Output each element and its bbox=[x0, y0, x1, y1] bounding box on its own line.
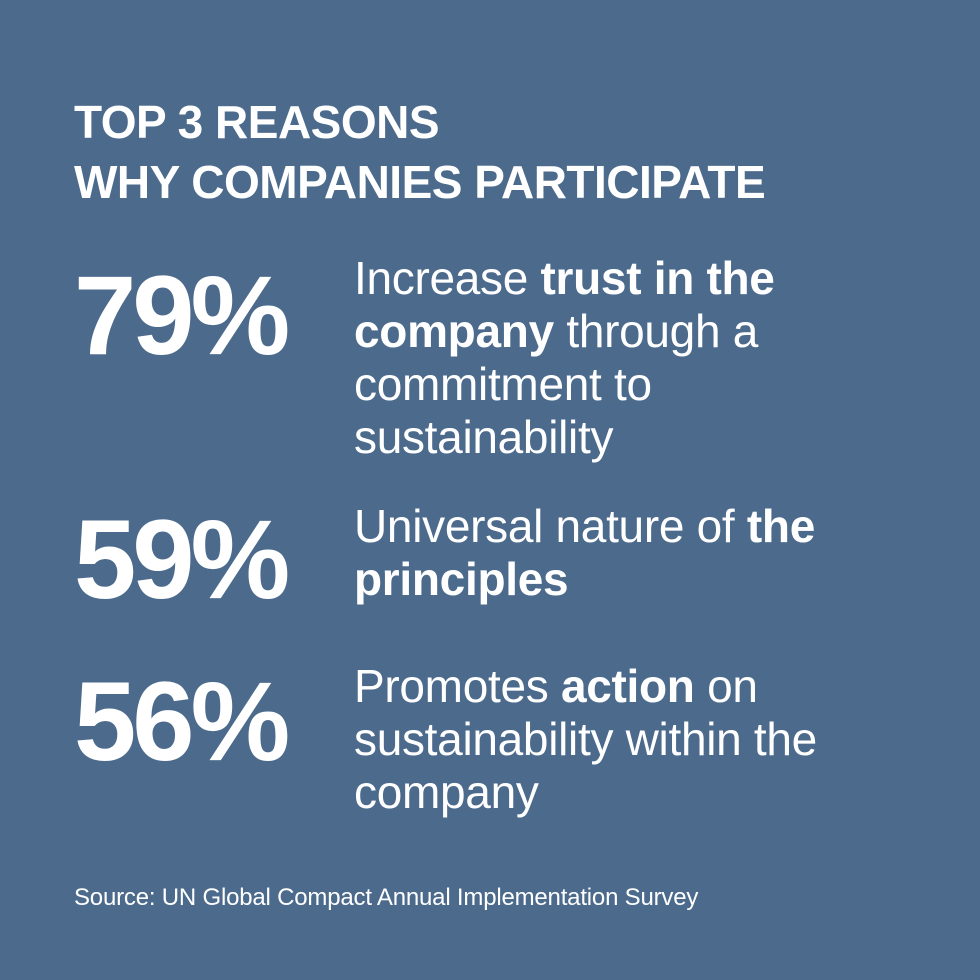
reason-text: on sustainability within the company bbox=[354, 660, 817, 818]
reason-text: through a commitment to sustainability bbox=[354, 305, 759, 463]
reason-text: Increase bbox=[354, 252, 541, 304]
reason-text-bold: action bbox=[560, 660, 695, 712]
reason-text: Promotes bbox=[354, 660, 561, 712]
reason-text-bold: the principles bbox=[354, 500, 815, 605]
title-line-2: WHY COMPANIES PARTICIPATE bbox=[74, 156, 766, 208]
reason-text-bold: trust in the company bbox=[354, 252, 775, 357]
reason-description: Promotes action on sustainability within… bbox=[354, 660, 854, 819]
page-title: TOP 3 REASONS WHY COMPANIES PARTICIPATE bbox=[74, 92, 766, 212]
reason-text: Universal nature of bbox=[354, 500, 747, 552]
reason-description: Universal nature of the principles bbox=[354, 500, 854, 606]
reason-description: Increase trust in the company through a … bbox=[354, 252, 854, 464]
reason-percent: 79% bbox=[74, 253, 290, 378]
source-citation: Source: UN Global Compact Annual Impleme… bbox=[74, 884, 699, 911]
reason-percent: 59% bbox=[74, 497, 290, 622]
reason-percent: 56% bbox=[74, 659, 290, 784]
title-line-1: TOP 3 REASONS bbox=[74, 96, 440, 148]
